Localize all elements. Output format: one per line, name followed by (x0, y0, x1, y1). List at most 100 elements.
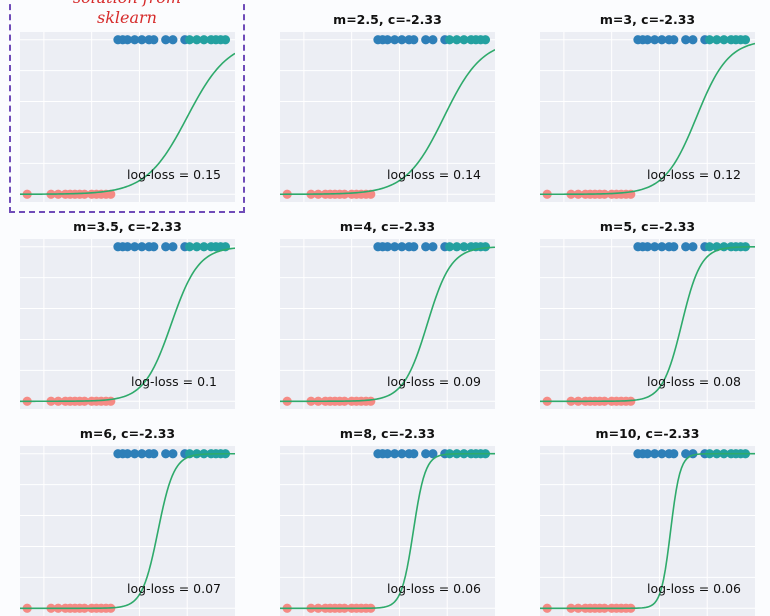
point-class-1 (161, 35, 171, 45)
point-class-1 (397, 242, 407, 252)
point-class-1 (480, 35, 491, 45)
panel-title-9: m=10, c=-2.33 (595, 426, 700, 441)
axes-background (540, 239, 755, 409)
point-class-1 (657, 242, 667, 252)
panel-plot-1: log-loss = 0.15 (20, 32, 235, 202)
logloss-label: log-loss = 0.12 (647, 167, 741, 182)
point-class-1 (719, 35, 729, 45)
panel-plot-8: log-loss = 0.06 (280, 446, 495, 616)
point-class-1 (459, 35, 469, 45)
logloss-label: log-loss = 0.09 (387, 374, 481, 389)
point-class-1 (681, 449, 691, 459)
point-class-0 (106, 189, 116, 199)
point-class-1 (445, 242, 455, 252)
panel-title-4: m=3.5, c=-2.33 (73, 219, 182, 234)
axes-background (20, 32, 235, 202)
point-class-1 (161, 449, 171, 459)
point-class-1 (428, 449, 438, 459)
point-class-1 (669, 242, 679, 252)
point-class-1 (428, 242, 438, 252)
logloss-label: log-loss = 0.07 (127, 581, 221, 596)
point-class-1 (459, 242, 469, 252)
point-class-1 (130, 449, 140, 459)
panel-title-5: m=4, c=-2.33 (339, 219, 436, 234)
point-class-1 (681, 35, 691, 45)
point-class-1 (650, 242, 660, 252)
point-class-1 (688, 242, 698, 252)
point-class-1 (122, 242, 133, 252)
axes-background (20, 446, 235, 616)
point-class-1 (681, 242, 691, 252)
point-class-1 (382, 242, 393, 252)
panel-plot-6: log-loss = 0.08 (540, 239, 755, 409)
point-class-0 (106, 396, 116, 406)
panel-plot-7: log-loss = 0.07 (20, 446, 235, 616)
point-class-1 (409, 242, 419, 252)
point-class-1 (130, 242, 140, 252)
chart-grid: solution from sklearn log-loss = 0.15 m=2… (9, 0, 755, 616)
sigmoid-curve (20, 247, 235, 403)
point-class-1 (480, 242, 491, 252)
point-class-1 (382, 35, 393, 45)
point-class-0 (339, 189, 350, 199)
panel-title-2: m=2.5, c=-2.33 (333, 12, 442, 27)
point-class-1 (390, 35, 400, 45)
point-class-1 (642, 449, 653, 459)
point-class-1 (390, 242, 400, 252)
point-class-1 (185, 35, 195, 45)
panel-title-7: m=6, c=-2.33 (79, 426, 176, 441)
point-class-1 (669, 449, 679, 459)
point-class-1 (137, 242, 147, 252)
point-class-1 (192, 242, 202, 252)
point-class-1 (397, 449, 407, 459)
sklearn-annotation: solution from sklearn (9, 0, 245, 28)
axes-background (540, 446, 755, 616)
point-class-1 (669, 35, 679, 45)
axes-background (280, 32, 495, 202)
point-class-1 (452, 35, 462, 45)
point-class-1 (409, 35, 419, 45)
axes-background (540, 32, 755, 202)
point-class-1 (192, 35, 202, 45)
point-class-1 (168, 35, 178, 45)
point-class-1 (642, 242, 653, 252)
point-class-1 (168, 242, 178, 252)
point-class-0 (79, 189, 90, 199)
point-class-1 (122, 449, 133, 459)
point-class-1 (409, 449, 419, 459)
point-class-1 (688, 35, 698, 45)
point-class-1 (137, 35, 147, 45)
axes-background (280, 239, 495, 409)
sigmoid-curve (280, 246, 495, 403)
logloss-label: log-loss = 0.15 (127, 167, 221, 182)
point-class-1 (650, 449, 660, 459)
point-class-1 (382, 449, 393, 459)
point-class-1 (428, 35, 438, 45)
point-class-1 (740, 35, 751, 45)
point-class-1 (421, 242, 431, 252)
point-class-1 (199, 35, 209, 45)
point-class-1 (149, 242, 159, 252)
panel-plot-2: log-loss = 0.14 (280, 32, 495, 202)
sklearn-annotation-line1: solution from (9, 0, 245, 8)
point-class-1 (185, 242, 195, 252)
point-class-1 (149, 449, 159, 459)
axes-background (20, 239, 235, 409)
point-class-1 (642, 35, 653, 45)
point-class-1 (168, 449, 178, 459)
panel-title-3: m=3, c=-2.33 (599, 12, 696, 27)
point-class-1 (445, 35, 455, 45)
point-class-1 (137, 449, 147, 459)
logloss-label: log-loss = 0.06 (387, 581, 481, 596)
point-class-1 (657, 449, 667, 459)
point-class-1 (452, 242, 462, 252)
axes-background (280, 446, 495, 616)
point-class-1 (657, 35, 667, 45)
panel-title-8: m=8, c=-2.33 (339, 426, 436, 441)
point-class-1 (421, 449, 431, 459)
point-class-1 (149, 35, 159, 45)
logloss-label: log-loss = 0.06 (647, 581, 741, 596)
point-class-1 (199, 242, 209, 252)
sigmoid-curve (20, 52, 235, 196)
panel-plot-4: log-loss = 0.1 (20, 239, 235, 409)
